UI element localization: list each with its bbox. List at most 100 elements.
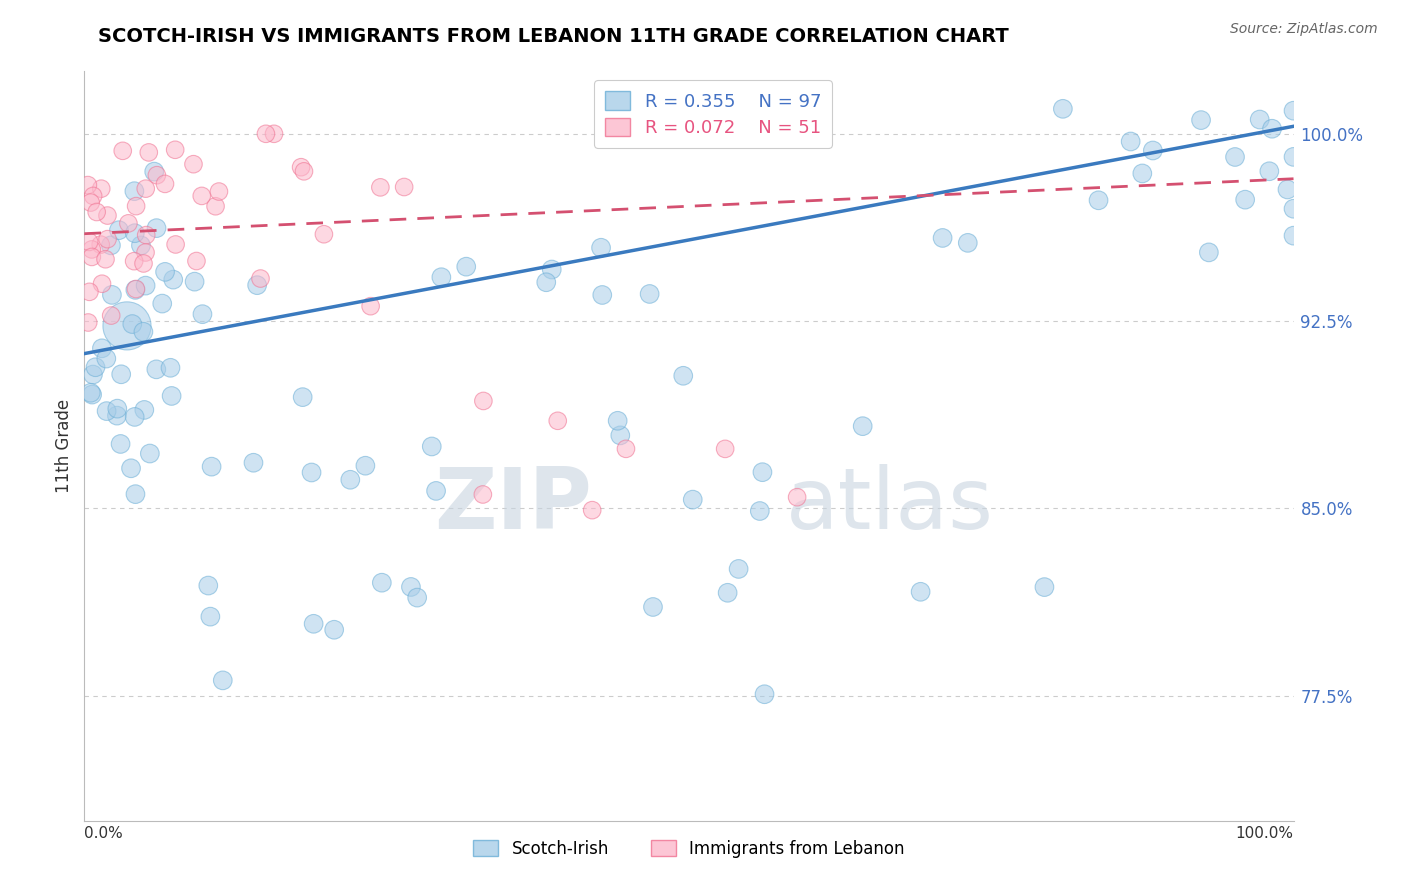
Point bbox=[672, 368, 695, 383]
Point bbox=[246, 278, 269, 293]
Point bbox=[263, 127, 285, 141]
Point bbox=[1234, 193, 1257, 207]
Point bbox=[211, 673, 233, 688]
Point bbox=[190, 189, 212, 203]
Point bbox=[94, 252, 117, 267]
Point bbox=[77, 235, 100, 249]
Point bbox=[360, 299, 382, 313]
Point bbox=[159, 360, 181, 375]
Point bbox=[638, 287, 661, 301]
Point bbox=[399, 580, 422, 594]
Point bbox=[456, 260, 478, 274]
Point bbox=[1033, 580, 1056, 594]
Point bbox=[132, 325, 155, 339]
Point bbox=[91, 277, 114, 291]
Point bbox=[609, 428, 631, 442]
Point bbox=[323, 623, 346, 637]
Point bbox=[145, 221, 167, 235]
Text: Source: ZipAtlas.com: Source: ZipAtlas.com bbox=[1230, 22, 1378, 37]
Point bbox=[1087, 194, 1109, 208]
Point bbox=[536, 275, 558, 289]
Point bbox=[96, 351, 118, 366]
Point bbox=[751, 465, 773, 479]
Point bbox=[714, 442, 737, 456]
Point bbox=[1282, 150, 1305, 164]
Point bbox=[370, 180, 392, 194]
Point bbox=[143, 164, 166, 178]
Point bbox=[122, 254, 145, 268]
Point bbox=[96, 209, 118, 223]
Point bbox=[208, 185, 231, 199]
Point bbox=[614, 442, 637, 456]
Point bbox=[90, 182, 112, 196]
Point bbox=[100, 309, 122, 323]
Point bbox=[641, 599, 664, 614]
Point bbox=[589, 241, 612, 255]
Point bbox=[129, 238, 152, 252]
Point bbox=[754, 687, 776, 701]
Point bbox=[82, 387, 104, 401]
Point bbox=[292, 164, 315, 178]
Point bbox=[430, 270, 453, 285]
Point bbox=[96, 232, 118, 246]
Point bbox=[101, 288, 124, 302]
Point bbox=[290, 160, 312, 174]
Y-axis label: 11th Grade: 11th Grade bbox=[55, 399, 73, 493]
Point bbox=[406, 591, 429, 605]
Point bbox=[150, 296, 173, 310]
Point bbox=[82, 189, 104, 203]
Point bbox=[1282, 202, 1305, 216]
Point bbox=[852, 419, 875, 434]
Point bbox=[301, 466, 323, 480]
Point bbox=[100, 238, 122, 252]
Point bbox=[204, 199, 226, 213]
Point bbox=[591, 288, 613, 302]
Point bbox=[165, 143, 187, 157]
Point bbox=[1198, 245, 1220, 260]
Point bbox=[124, 283, 146, 297]
Point bbox=[183, 157, 205, 171]
Point bbox=[79, 285, 101, 299]
Point bbox=[186, 254, 208, 268]
Point bbox=[254, 127, 277, 141]
Point bbox=[302, 616, 325, 631]
Point bbox=[153, 177, 176, 191]
Point bbox=[77, 316, 100, 330]
Point bbox=[1052, 102, 1074, 116]
Point bbox=[956, 235, 979, 250]
Text: SCOTCH-IRISH VS IMMIGRANTS FROM LEBANON 11TH GRADE CORRELATION CHART: SCOTCH-IRISH VS IMMIGRANTS FROM LEBANON … bbox=[98, 27, 1010, 45]
Point bbox=[1223, 150, 1246, 164]
Point bbox=[82, 368, 104, 382]
Text: 0.0%: 0.0% bbox=[84, 826, 124, 841]
Point bbox=[110, 437, 132, 451]
Point bbox=[135, 228, 157, 243]
Text: ZIP: ZIP bbox=[434, 465, 592, 548]
Point bbox=[1119, 135, 1142, 149]
Point bbox=[242, 456, 264, 470]
Point bbox=[682, 492, 704, 507]
Point bbox=[371, 575, 394, 590]
Point bbox=[249, 271, 271, 285]
Point bbox=[146, 168, 169, 182]
Point bbox=[1258, 164, 1281, 178]
Point bbox=[1249, 112, 1271, 127]
Point bbox=[138, 145, 160, 160]
Point bbox=[540, 262, 562, 277]
Point bbox=[910, 584, 932, 599]
Point bbox=[110, 368, 132, 382]
Text: 100.0%: 100.0% bbox=[1236, 826, 1294, 841]
Point bbox=[80, 195, 103, 210]
Point bbox=[105, 409, 128, 423]
Text: atlas: atlas bbox=[786, 465, 994, 548]
Point bbox=[1130, 166, 1153, 180]
Point bbox=[547, 414, 569, 428]
Legend: Scotch-Irish, Immigrants from Lebanon: Scotch-Irish, Immigrants from Lebanon bbox=[467, 833, 911, 864]
Point bbox=[160, 389, 183, 403]
Point bbox=[786, 490, 808, 504]
Point bbox=[727, 562, 749, 576]
Point bbox=[472, 393, 495, 408]
Point bbox=[312, 227, 335, 242]
Point bbox=[90, 341, 112, 355]
Point bbox=[135, 181, 157, 195]
Point bbox=[125, 199, 148, 213]
